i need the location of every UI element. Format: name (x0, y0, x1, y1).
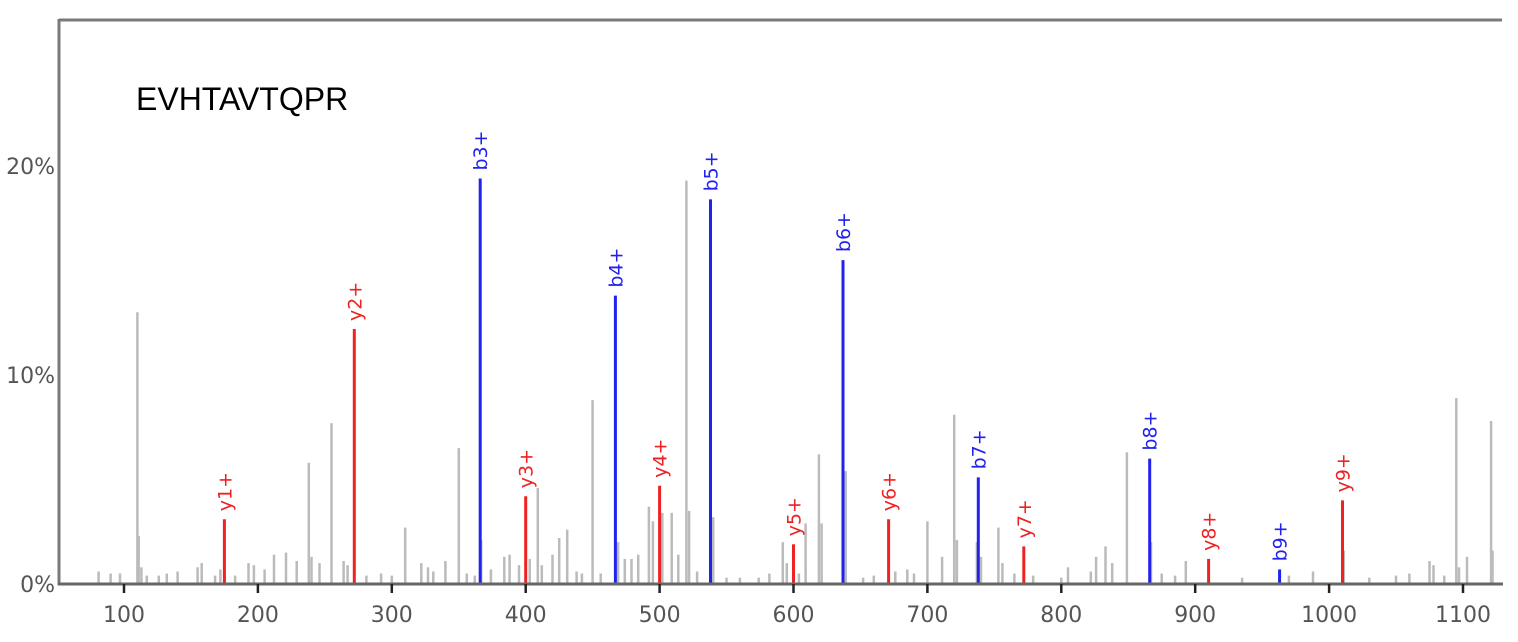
x-tick-label: 900 (1174, 603, 1216, 628)
ion-label-y7: y7+ (1014, 499, 1036, 538)
unassigned-peaks (97, 180, 1494, 584)
x-tick-label: 1100 (1435, 603, 1491, 628)
ion-label-y1: y1+ (214, 472, 236, 511)
x-tick-label: 300 (371, 603, 413, 628)
y-tick-label: 0% (20, 573, 55, 598)
plot-frame (57, 18, 1518, 585)
y-tick-label: 20% (6, 155, 55, 180)
ion-label-b9: b9+ (1270, 521, 1292, 561)
ion-label-y4: y4+ (650, 439, 672, 478)
peptide-sequence-title: EVHTAVTQPR (136, 81, 348, 117)
ion-label-y3: y3+ (516, 449, 538, 488)
ion-labels: b3+ b4+ b5+ b6+ b7+ b8+ b9+ y1+ y2+ y3+ y4+ y5+ y6+ y… (214, 130, 1354, 561)
ion-label-y5: y5+ (784, 497, 806, 536)
x-tick-label: 1000 (1301, 603, 1357, 628)
x-axis-ticks: 100 200 300 400 500 600 700 800 900 1000 1100 (103, 584, 1491, 628)
x-tick-label: 200 (237, 603, 279, 628)
y-axis-ticks: 0% 10% 20% (6, 155, 55, 598)
ion-label-b3: b3+ (470, 130, 492, 170)
ion-label-y2: y2+ (344, 282, 366, 321)
ion-label-y6: y6+ (879, 472, 901, 511)
ion-label-y8: y8+ (1199, 512, 1221, 551)
x-tick-label: 400 (505, 603, 547, 628)
ion-label-b5: b5+ (701, 151, 723, 191)
x-tick-label: 700 (906, 603, 948, 628)
x-tick-label: 500 (639, 603, 681, 628)
x-tick-label: 600 (773, 603, 815, 628)
y-tick-label: 10% (6, 364, 55, 389)
ion-label-b4: b4+ (605, 248, 627, 288)
x-tick-label: 100 (103, 603, 145, 628)
x-tick-label: 800 (1040, 603, 1082, 628)
ion-label-b6: b6+ (833, 212, 855, 252)
ion-peaks (222, 178, 1344, 584)
ion-label-b7: b7+ (968, 429, 990, 469)
ion-label-b8: b8+ (1140, 411, 1162, 451)
ion-label-y9: y9+ (1333, 453, 1355, 492)
